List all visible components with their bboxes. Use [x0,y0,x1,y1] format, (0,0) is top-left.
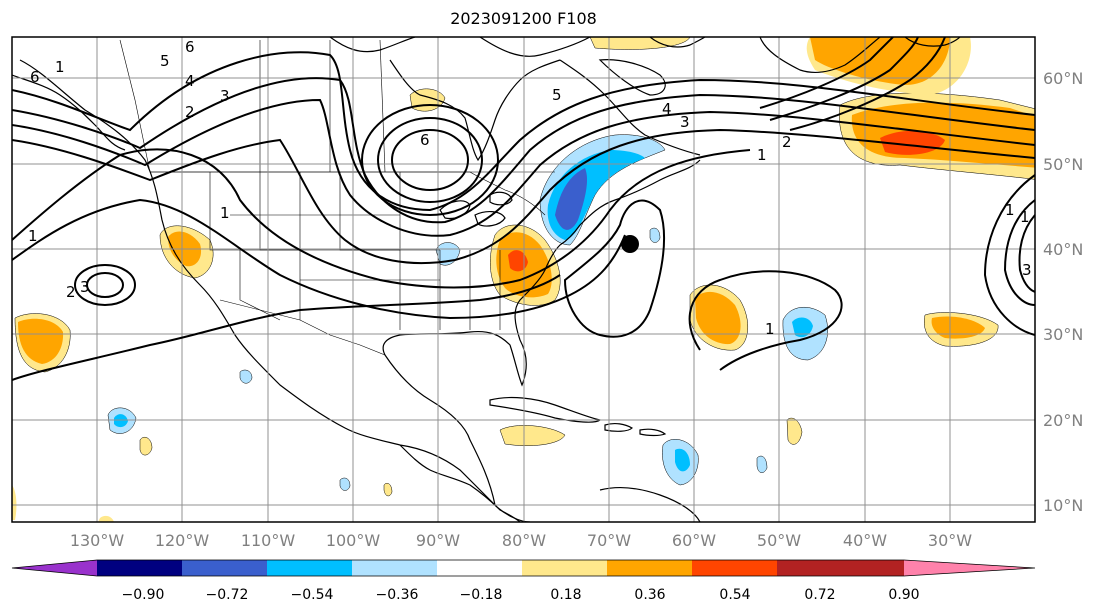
contour-label: 2 [185,103,195,121]
colorbar-tick-label: −0.54 [291,587,334,603]
lon-label: 80°W [502,531,546,550]
latitude-labels: 60°N 50°N 40°N 30°N 20°N 10°N [1043,69,1083,515]
lat-label: 10°N [1043,496,1083,515]
contour-label: 4 [662,100,672,118]
lon-label: 130°W [70,531,125,550]
contour-label: 6 [30,68,40,86]
lon-label: 100°W [326,531,381,550]
lat-label: 20°N [1043,411,1083,430]
storm-center-dot [621,235,639,253]
colorbar-extend-above [904,560,1035,576]
contour-label: 1 [28,227,38,245]
colorbar-bin [607,560,692,576]
lon-label: 40°W [843,531,887,550]
lon-label: 50°W [757,531,801,550]
contour-label: 1 [220,204,230,222]
contour-label: 2 [782,133,792,151]
colorbar-tick-label: 0.18 [550,587,581,603]
colorbar-extend-below [12,560,97,576]
lat-label: 50°N [1043,155,1083,174]
map-title: 2023091200 F108 [450,9,597,28]
lat-label: 40°N [1043,240,1083,259]
lon-label: 70°W [587,531,631,550]
colorbar-tick-label: −0.18 [460,587,503,603]
colorbar-bin [692,560,777,576]
contour-label: 3 [1022,261,1032,279]
lon-label: 30°W [928,531,972,550]
lon-label: 110°W [241,531,296,550]
lon-label: 120°W [155,531,210,550]
colorbar-bin [182,560,267,576]
contour-label: 1 [765,320,775,338]
colorbar-tick-label: −0.90 [122,587,165,603]
colorbar-tick-label: 0.54 [719,587,750,603]
longitude-labels: 130°W 120°W 110°W 100°W 90°W 80°W 70°W 6… [70,531,972,550]
contour-label: 3 [680,113,690,131]
contour-label: 3 [220,87,230,105]
contour-label: 1 [757,146,767,164]
height-contours [12,37,1035,381]
colorbar-tick-label: 0.36 [634,587,665,603]
colorbar-bin [522,560,607,576]
lat-label: 60°N [1043,69,1083,88]
contour-label: 4 [185,72,195,90]
colorbar-bin [777,560,862,576]
colorbar-tick-label: −0.36 [376,587,419,603]
colorbar-tick-label: 0.72 [804,587,835,603]
contour-label: 3 [80,278,90,296]
lat-label: 30°N [1043,325,1083,344]
contour-label: 6 [185,38,195,56]
colorbar-bin [352,560,437,576]
colorbar: −0.90 −0.72 −0.54 −0.36 −0.18 0.18 0.36 … [11,559,1036,603]
contour-label: 1 [1005,201,1015,219]
contour-label: 2 [66,283,76,301]
map-frame [11,36,1036,523]
colorbar-tick-label: −0.72 [206,587,249,603]
anomaly-shading [12,37,1035,522]
contour-labels: 6 5 4 3 2 1 6 5 4 3 2 1 1 2 3 1 1 1 1 3 … [28,38,1032,338]
colorbar-bin [437,560,522,576]
colorbar-tick-label: 0.90 [888,587,919,603]
contour-label: 5 [552,86,562,104]
lon-label: 60°W [672,531,716,550]
colorbar-bin [862,560,904,576]
contour-label: 1 [1020,208,1030,226]
lon-label: 90°W [416,531,460,550]
colorbar-bin [97,560,182,576]
contour-label: 1 [55,58,65,76]
contour-label: 6 [420,131,430,149]
contour-label: 5 [160,52,170,70]
colorbar-bin [267,560,352,576]
